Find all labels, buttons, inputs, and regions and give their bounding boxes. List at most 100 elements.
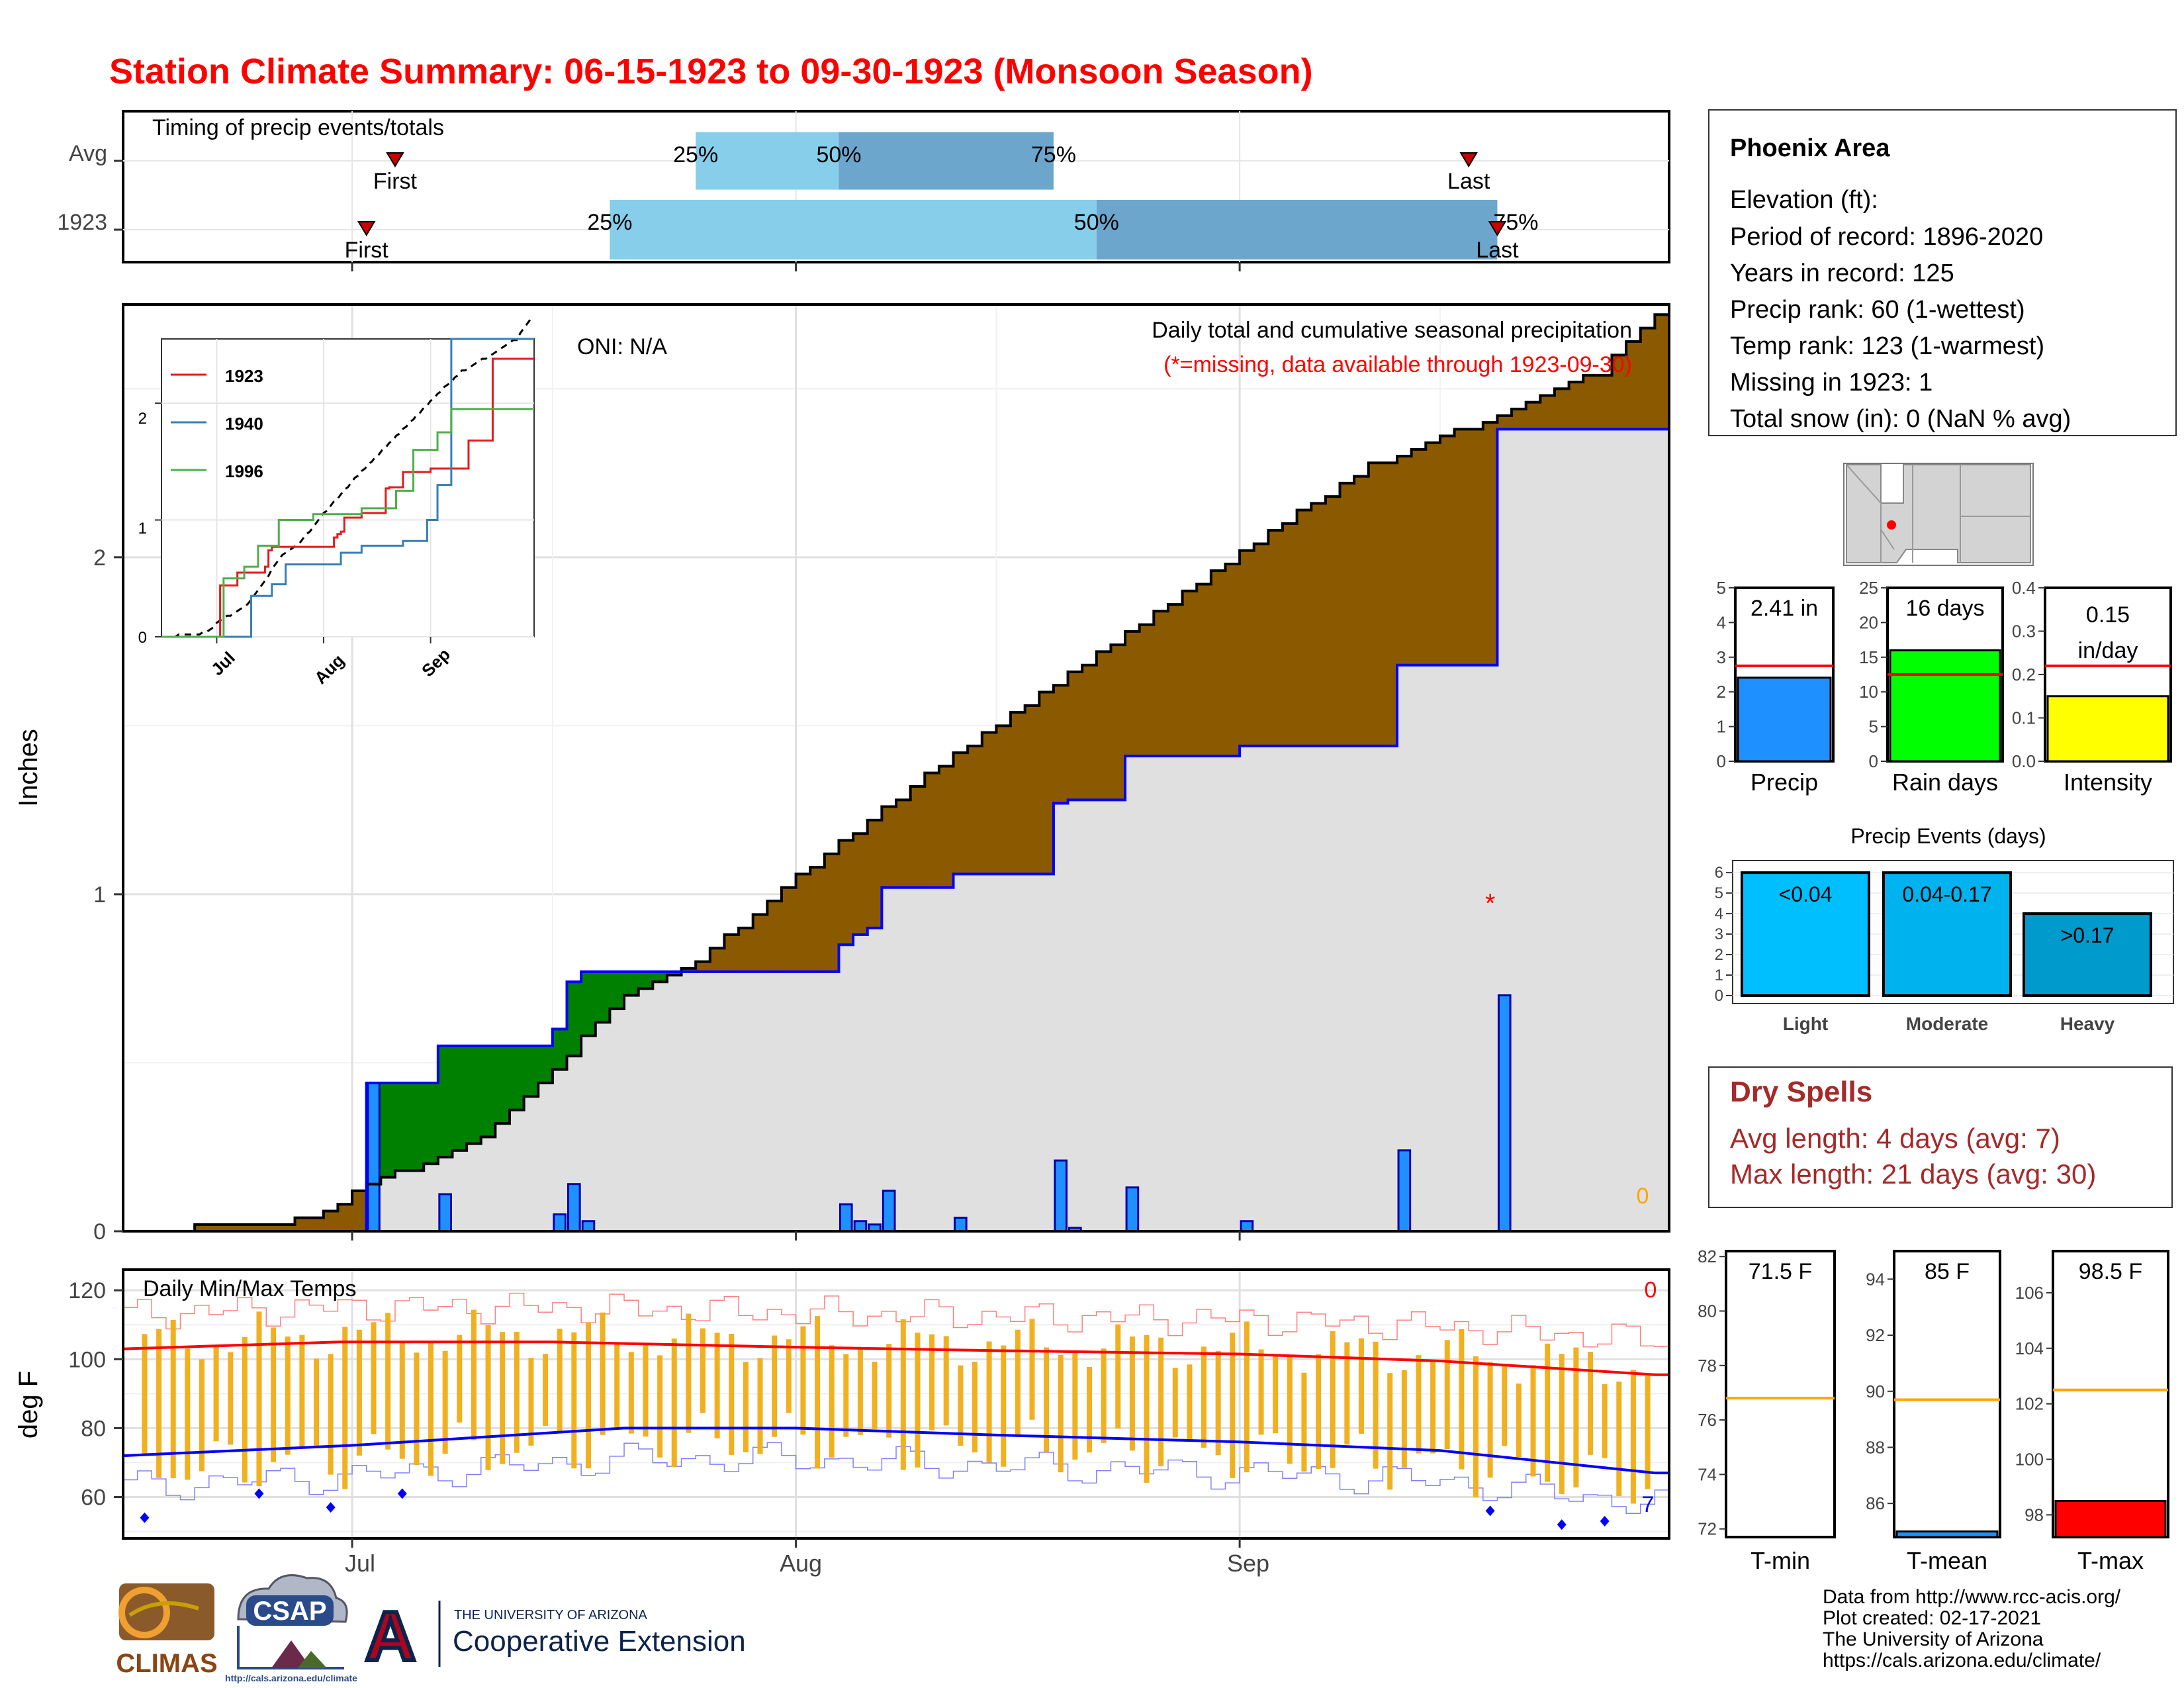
deficit-area — [280, 1224, 296, 1231]
daily-temp-bar — [943, 1336, 949, 1426]
summary-bar-value-label: in/day — [2078, 638, 2138, 663]
daily-temp-bar — [1616, 1382, 1622, 1497]
climas-logo: CLIMAS — [116, 1583, 218, 1678]
daily-temp-bar — [686, 1313, 692, 1433]
daily-temp-bar — [557, 1329, 563, 1432]
temp-bar-tick-label: 106 — [2015, 1283, 2044, 1303]
inset-ytick-0: 0 — [138, 629, 147, 647]
deficit-area — [796, 874, 811, 972]
credit-line-1: Plot created: 02-17-2021 — [1823, 1607, 2041, 1629]
temp-bar-t-mean — [1895, 1530, 1999, 1538]
daily-temp-bar — [1230, 1333, 1236, 1478]
deficit-area — [1640, 328, 1655, 430]
timing-label-q50: 50% — [816, 142, 861, 167]
deficit-area — [781, 887, 797, 972]
deficit-area — [839, 840, 854, 945]
daily-temp-bar — [1172, 1368, 1178, 1438]
deficit-area — [1139, 624, 1154, 757]
deficit-area — [1111, 645, 1126, 800]
temp-ytick-label: 80 — [81, 1416, 106, 1441]
timing-last-marker-icon — [1459, 152, 1478, 167]
surplus-area — [495, 1046, 510, 1124]
record-low-marker-icon — [397, 1488, 407, 1499]
inset-ytick-2: 2 — [138, 410, 147, 428]
daily-temp-bar — [614, 1342, 620, 1427]
deficit-area — [338, 1204, 353, 1231]
summary-bar-rain-days — [1889, 649, 2001, 763]
deficit-area — [724, 935, 739, 972]
daily-temp-bar — [958, 1365, 964, 1446]
summary-bar-label: Precip — [1751, 769, 1818, 796]
summary-bar-precip — [1737, 677, 1832, 763]
deficit-area — [1512, 408, 1527, 430]
deficit-area — [208, 1224, 224, 1231]
temp-bar-tick-label: 92 — [1866, 1325, 1885, 1345]
temp-bar-tick-label: 102 — [2015, 1394, 2044, 1414]
daily-temp-bar — [170, 1319, 176, 1478]
events-tick-label: 5 — [1715, 884, 1723, 902]
summary-bar-value-label: 0.15 — [2086, 602, 2130, 628]
daily-temp-bar — [1187, 1364, 1193, 1441]
daily-temp-bar — [543, 1354, 549, 1426]
daily-temp-bar — [1444, 1340, 1450, 1450]
timing-bar-q50-q75 — [1096, 200, 1498, 259]
deficit-area — [1197, 584, 1212, 757]
precip-ytick-label: 0 — [93, 1219, 106, 1244]
summary-bar-tick-label: 5 — [1717, 578, 1726, 598]
station-line-6: Total snow (in): 0 (NaN % avg) — [1730, 405, 2071, 433]
daily-temp-bar — [829, 1345, 835, 1458]
precip-panel: 0 1 2 Inches Daily total and cumulative se… — [14, 303, 1670, 1244]
daily-temp-bar — [1559, 1354, 1565, 1494]
month-label-sep: Sep — [1227, 1550, 1269, 1577]
deficit-area — [1154, 611, 1169, 757]
deficit-area — [1612, 355, 1627, 430]
deficit-area — [925, 773, 940, 888]
daily-temp-bar — [872, 1361, 878, 1429]
daily-temp-bar — [428, 1342, 434, 1476]
temp-bar-tick-label: 86 — [1866, 1493, 1885, 1513]
daily-temp-bar — [643, 1344, 649, 1437]
inset-legend-1996: 1996 — [225, 461, 263, 481]
daily-temp-bar — [1215, 1350, 1221, 1456]
daily-temp-bar — [1602, 1383, 1608, 1458]
surplus-area — [581, 972, 596, 1036]
temp-count-max: 0 — [1645, 1278, 1657, 1303]
daily-temp-bar — [1258, 1349, 1264, 1435]
deficit-area — [1167, 604, 1183, 757]
daily-temp-bar — [657, 1355, 663, 1458]
deficit-area — [1297, 510, 1312, 746]
summary-bar-tick-label: 1 — [1717, 717, 1726, 737]
daily-precip-bar — [1240, 1220, 1254, 1233]
daily-temp-bar — [585, 1322, 591, 1469]
surplus-area — [480, 1046, 496, 1137]
daily-precip-bar — [1125, 1186, 1140, 1233]
timing-bar-q25-q50 — [696, 132, 839, 190]
deficit-area — [1096, 651, 1112, 800]
dry-spells-avg: Avg length: 4 days (avg: 7) — [1730, 1123, 2060, 1154]
deficit-area — [1655, 314, 1670, 430]
deficit-area — [1368, 463, 1384, 746]
inset-chart: 1923 1940 1996 0 1 2 Jul Aug Sep — [138, 318, 535, 688]
temp-bar-frame — [1725, 1250, 1836, 1538]
daily-temp-bar — [900, 1319, 906, 1470]
daily-temp-bar — [457, 1335, 463, 1423]
deficit-area — [1210, 571, 1226, 757]
deficit-area — [767, 901, 782, 972]
month-label-jul: Jul — [345, 1550, 375, 1577]
precip-event-bar-moderate — [1882, 871, 2012, 998]
temp-panel-title: Daily Min/Max Temps — [143, 1276, 356, 1301]
daily-temp-bar — [857, 1348, 863, 1435]
daily-precip-bar — [367, 1082, 381, 1233]
temp-bar-tick-label: 94 — [1866, 1269, 1885, 1289]
station-line-1: Period of record: 1896-2020 — [1730, 223, 2043, 251]
daily-temp-bar — [929, 1334, 935, 1430]
daily-temp-bar — [1516, 1383, 1522, 1458]
precip-ylabel: Inches — [14, 729, 43, 807]
deficit-area — [1554, 389, 1570, 430]
daily-temp-bar — [815, 1316, 821, 1469]
csap-url: http://cals.arizona.edu/climate — [225, 1673, 357, 1683]
temp-bar-value-label: 98.5 F — [2079, 1259, 2142, 1284]
surplus-area — [467, 1046, 482, 1144]
surplus-area — [595, 972, 611, 1023]
deficit-area — [1082, 665, 1097, 800]
